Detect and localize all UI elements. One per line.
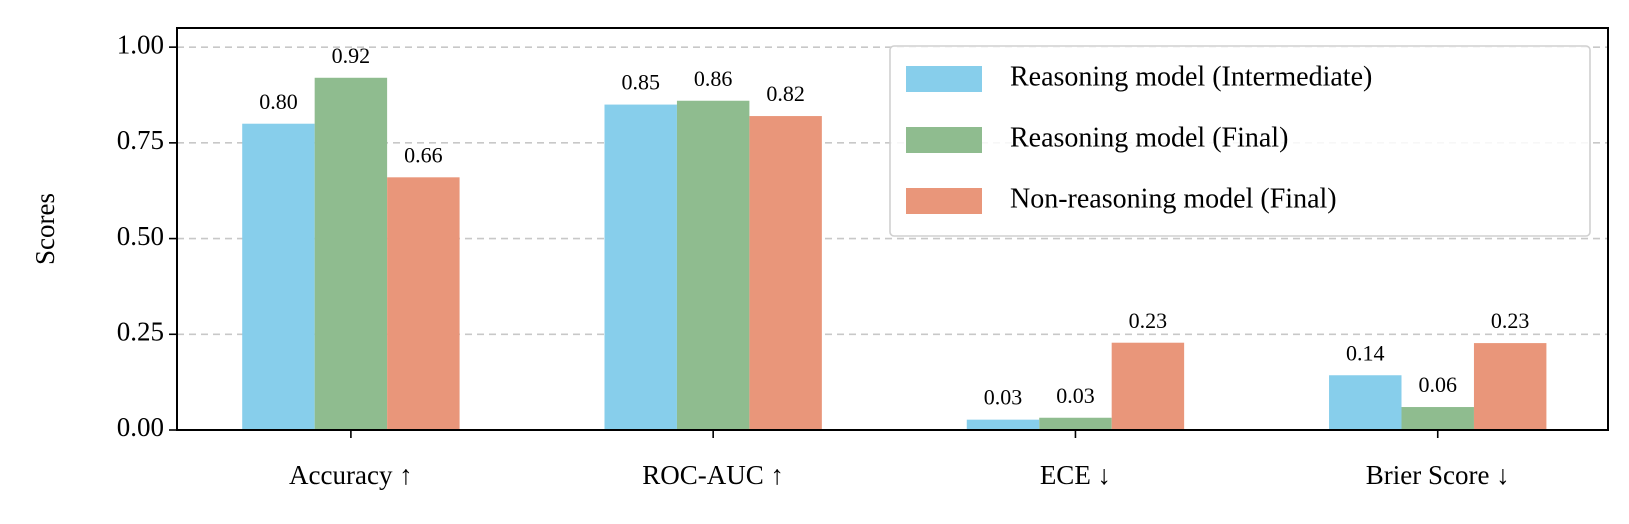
x-tick-label: ROC-AUC ↑ bbox=[642, 460, 784, 490]
plot-frame bbox=[176, 27, 1609, 431]
value-label: 0.85 bbox=[621, 70, 660, 95]
value-label: 0.23 bbox=[1491, 308, 1530, 333]
y-tick-label: 0.50 bbox=[117, 221, 164, 251]
value-label: 0.66 bbox=[404, 142, 443, 167]
bar bbox=[1473, 343, 1547, 430]
y-tick-label: 0.75 bbox=[117, 125, 164, 155]
bar bbox=[1039, 417, 1112, 430]
value-label: 0.03 bbox=[1056, 383, 1095, 408]
legend-frame bbox=[889, 45, 1591, 237]
bar bbox=[314, 77, 388, 431]
y-tick-label: 1.00 bbox=[117, 29, 164, 59]
value-label: 0.23 bbox=[1129, 308, 1168, 333]
legend-swatch bbox=[906, 66, 982, 92]
legend-swatch bbox=[906, 188, 982, 214]
legend-label: Reasoning model (Final) bbox=[1010, 122, 1288, 153]
x-tick-label: Brier Score ↓ bbox=[1366, 460, 1510, 490]
bar bbox=[1401, 407, 1474, 430]
y-tick-label: 0.00 bbox=[117, 412, 164, 442]
bar bbox=[604, 104, 677, 431]
value-label: 0.03 bbox=[984, 385, 1023, 410]
y-axis-label: Scores bbox=[30, 193, 60, 265]
legend-swatch bbox=[906, 127, 982, 153]
x-tick-label: ECE ↓ bbox=[1040, 460, 1111, 490]
x-tick-label: Accuracy ↑ bbox=[289, 460, 413, 490]
value-label: 0.86 bbox=[694, 66, 733, 91]
value-label: 0.06 bbox=[1418, 372, 1457, 397]
bar bbox=[1111, 342, 1185, 430]
value-label: 0.92 bbox=[332, 43, 371, 68]
bar bbox=[676, 100, 750, 430]
value-label: 0.14 bbox=[1346, 340, 1385, 365]
bar bbox=[387, 177, 460, 430]
bar bbox=[966, 419, 1040, 430]
value-label: 0.80 bbox=[259, 89, 298, 114]
bar bbox=[1329, 375, 1402, 430]
value-label: 0.82 bbox=[766, 81, 805, 106]
legend-label: Reasoning model (Intermediate) bbox=[1010, 61, 1372, 92]
legend-label: Non-reasoning model (Final) bbox=[1010, 183, 1337, 214]
y-tick-label: 0.25 bbox=[117, 316, 164, 346]
bar bbox=[749, 116, 822, 431]
bar bbox=[242, 123, 315, 430]
